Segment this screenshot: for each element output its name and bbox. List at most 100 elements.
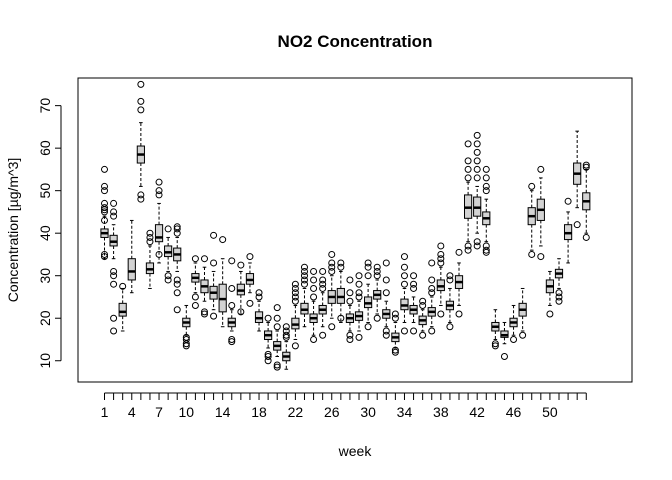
y-tick-label: 10 xyxy=(37,353,53,369)
outlier-point xyxy=(346,335,354,343)
outlier-point xyxy=(410,280,418,288)
outlier-point xyxy=(110,327,118,335)
outlier-point xyxy=(264,314,272,322)
box-week-19 xyxy=(264,314,273,365)
outlier-point xyxy=(437,255,445,263)
outlier-point xyxy=(273,363,281,371)
box-week-51 xyxy=(554,258,564,305)
outlier-point xyxy=(400,263,408,271)
outlier-point xyxy=(519,331,527,339)
y-tick-label: 40 xyxy=(37,225,53,241)
outlier-point xyxy=(437,250,445,258)
outlier-point xyxy=(273,314,281,322)
outlier-point xyxy=(328,323,336,331)
x-tick-label: 26 xyxy=(324,404,340,420)
box-week-50 xyxy=(545,270,555,318)
outlier-point xyxy=(110,212,118,220)
x-tick-label: 22 xyxy=(288,404,304,420)
outlier-point xyxy=(510,335,518,343)
outlier-point xyxy=(355,289,363,297)
outlier-point xyxy=(164,276,172,284)
x-tick-label: 10 xyxy=(179,404,195,420)
outlier-point xyxy=(246,299,254,307)
box-week-10 xyxy=(182,304,191,350)
outlier-point xyxy=(573,221,581,229)
outlier-point xyxy=(482,187,490,195)
outlier-point xyxy=(173,225,181,233)
x-tick-label: 38 xyxy=(433,404,449,420)
box-week-36 xyxy=(418,297,427,339)
x-tick-label: 14 xyxy=(215,404,231,420)
box-week-25 xyxy=(318,267,327,339)
x-tick-label: 30 xyxy=(360,404,376,420)
box-week-29 xyxy=(354,272,364,341)
outlier-point xyxy=(437,310,445,318)
outlier-point xyxy=(410,272,418,280)
outlier-point xyxy=(146,238,154,246)
box-week-31 xyxy=(373,263,382,322)
outlier-point xyxy=(555,289,563,297)
y-tick-label: 30 xyxy=(37,268,53,284)
outlier-point xyxy=(373,272,381,280)
outlier-point xyxy=(291,280,299,288)
outlier-point xyxy=(300,280,308,288)
x-tick-label: 42 xyxy=(469,404,485,420)
outlier-point xyxy=(382,259,390,267)
outlier-point xyxy=(437,259,445,267)
outlier-point xyxy=(346,297,354,305)
box-week-46 xyxy=(509,304,518,343)
outlier-point xyxy=(428,284,436,292)
box-week-34 xyxy=(400,253,409,335)
outlier-point xyxy=(437,242,445,250)
outlier-point xyxy=(582,161,590,169)
box-week-48 xyxy=(527,182,536,258)
outlier-point xyxy=(410,327,418,335)
outlier-point xyxy=(255,289,263,297)
outlier-point xyxy=(110,280,118,288)
outlier-point xyxy=(228,338,236,346)
outlier-point xyxy=(200,255,208,263)
box-week-49 xyxy=(536,165,545,261)
outlier-point xyxy=(137,80,145,88)
outlier-point xyxy=(310,335,318,343)
outlier-point xyxy=(328,259,336,267)
box-week-32 xyxy=(382,259,391,339)
outlier-point xyxy=(382,331,390,339)
outlier-point xyxy=(400,280,408,288)
x-axis: 1 4 7 10 14 18 22 26 30 34 38 42 46 50 xyxy=(101,392,587,420)
outlier-point xyxy=(146,229,154,237)
outlier-point xyxy=(491,340,499,348)
box-week-1 xyxy=(100,165,109,261)
box-week-54 xyxy=(582,161,591,241)
outlier-point xyxy=(300,272,308,280)
outlier-point xyxy=(310,276,318,284)
outlier-point xyxy=(237,308,245,316)
box-week-42 xyxy=(473,131,482,250)
box-week-26 xyxy=(327,250,336,331)
x-tick-label: 46 xyxy=(506,404,522,420)
outlier-point xyxy=(110,199,118,207)
box-week-2 xyxy=(109,199,118,335)
outlier-point xyxy=(173,276,181,284)
y-axis: 10 20 30 40 50 60 70 xyxy=(37,98,62,369)
outlier-point xyxy=(310,293,318,301)
outlier-point xyxy=(546,310,554,318)
outlier-point xyxy=(228,335,236,343)
box-week-47 xyxy=(518,287,527,339)
x-tick-label: 50 xyxy=(542,404,558,420)
outlier-point xyxy=(164,272,172,280)
outlier-point xyxy=(101,199,108,207)
outlier-point xyxy=(101,208,108,216)
outlier-point xyxy=(364,263,372,271)
outlier-point xyxy=(473,242,481,250)
outlier-point xyxy=(391,346,399,354)
box-week-14 xyxy=(218,236,227,328)
outlier-point xyxy=(337,263,345,271)
outlier-point xyxy=(328,263,336,271)
outlier-point xyxy=(328,250,336,258)
outlier-point xyxy=(473,140,481,148)
outlier-point xyxy=(391,310,399,318)
outlier-point xyxy=(419,301,427,309)
outlier-point xyxy=(310,267,318,275)
box-iqr xyxy=(127,258,136,281)
